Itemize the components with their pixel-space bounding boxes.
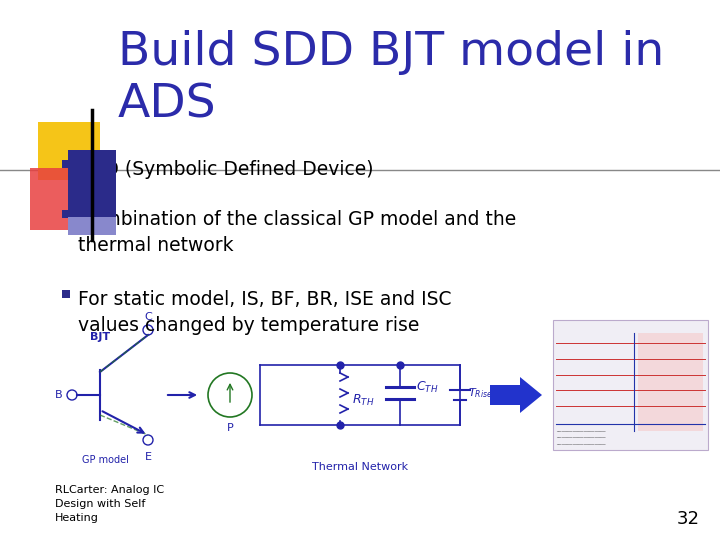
FancyArrowPatch shape [492, 387, 533, 403]
Text: BJT: BJT [90, 332, 110, 342]
Bar [68, 217, 116, 235]
Text: B: B [55, 390, 63, 400]
Text: E: E [145, 452, 151, 462]
Text: Thermal Network: Thermal Network [312, 462, 408, 472]
Text: Combination of the classical GP model and the
thermal network: Combination of the classical GP model an… [78, 210, 516, 255]
Text: RLCarter: Analog IC
Design with Self
Heating: RLCarter: Analog IC Design with Self Hea… [55, 485, 164, 523]
Text: For static model, IS, BF, BR, ISE and ISC
values changed by temperature rise: For static model, IS, BF, BR, ISE and IS… [78, 290, 451, 335]
Text: P: P [227, 423, 233, 433]
Text: __________________: __________________ [556, 433, 606, 438]
Text: GP model: GP model [81, 455, 128, 465]
Bar [62, 290, 70, 298]
Text: $T_{Rise}$: $T_{Rise}$ [468, 386, 493, 400]
Text: C: C [144, 312, 152, 322]
Text: __________________: __________________ [556, 440, 606, 445]
Text: Build SDD BJT model in: Build SDD BJT model in [118, 30, 665, 75]
Polygon shape [490, 377, 542, 413]
Text: __________________: __________________ [556, 427, 606, 432]
Bar [553, 320, 708, 450]
Bar [62, 160, 70, 168]
Bar [638, 333, 703, 430]
Text: $R_{TH}$: $R_{TH}$ [352, 393, 374, 408]
Text: $C_{TH}$: $C_{TH}$ [416, 380, 438, 395]
Bar [38, 122, 100, 180]
Bar [30, 168, 92, 230]
Bar [68, 150, 116, 225]
Text: SDD (Symbolic Defined Device): SDD (Symbolic Defined Device) [78, 160, 374, 179]
Bar [62, 210, 70, 218]
Text: 32: 32 [677, 510, 700, 528]
Text: ADS: ADS [118, 82, 217, 127]
